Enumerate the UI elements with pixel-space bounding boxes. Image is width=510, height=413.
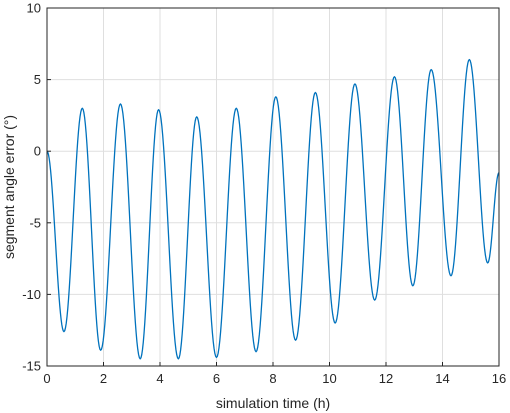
- x-axis-label: simulation time (h): [216, 395, 330, 411]
- y-tick-label: -10: [22, 287, 41, 302]
- x-tick-label: 6: [213, 371, 220, 386]
- x-tick-label: 8: [269, 371, 276, 386]
- x-tick-label: 14: [435, 371, 449, 386]
- x-tick-label: 0: [43, 371, 50, 386]
- y-tick-label: 5: [34, 72, 41, 87]
- series-line: [46, 58, 500, 360]
- series-layer: [46, 58, 500, 360]
- x-tick-label: 4: [156, 371, 163, 386]
- y-axis-label: segment angle error (°): [1, 115, 17, 259]
- y-tick-label: -5: [29, 215, 41, 230]
- x-tick-label: 16: [492, 371, 506, 386]
- y-tick-label: 10: [27, 1, 41, 16]
- x-tick-label: 2: [100, 371, 107, 386]
- ticks: 0 2 4 6 8 10 12 14 16 -15 -10 -5 0 5 10: [22, 1, 506, 387]
- y-tick-label: 0: [34, 144, 41, 159]
- x-tick-label: 10: [322, 371, 336, 386]
- y-tick-label: -15: [22, 359, 41, 374]
- x-tick-label: 12: [379, 371, 393, 386]
